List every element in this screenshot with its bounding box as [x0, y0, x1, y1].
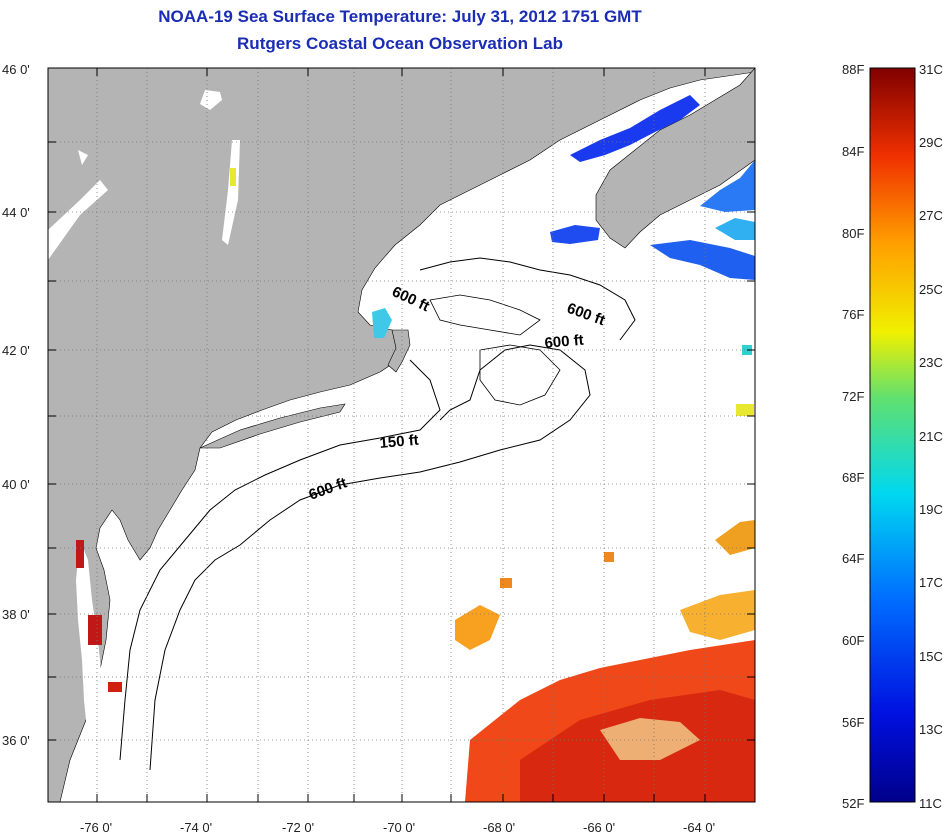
sst-cold-patch	[650, 240, 755, 280]
sst-orange-patch	[715, 520, 755, 555]
axis-ticks	[48, 68, 755, 802]
contour-600ft-georges	[479, 344, 561, 406]
lon-label: -68 0'	[483, 820, 516, 835]
colorbar-label-f: 84F	[842, 144, 865, 159]
sst-yellow-patch	[736, 404, 754, 416]
contour-label: 600 ft	[544, 332, 585, 352]
colorbar-label-f: 64F	[842, 551, 865, 566]
colorbar	[869, 67, 916, 803]
lon-label: -76 0'	[80, 820, 113, 835]
lon-label: -64 0'	[683, 820, 716, 835]
sst-orange-patch	[500, 578, 512, 588]
lon-label: -66 0'	[583, 820, 616, 835]
colorbar-label-f: 72F	[842, 389, 865, 404]
sst-warm-highlight	[600, 718, 700, 760]
inland-water	[200, 90, 222, 110]
land-nova-scotia	[595, 68, 755, 249]
sst-cold-bay-of-fundy	[570, 95, 700, 162]
colorbar-label-c: 19C	[919, 502, 943, 517]
colorbar-label-f: 56F	[842, 715, 865, 730]
sst-orange-patch	[455, 605, 500, 650]
lake-champlain-warm	[230, 168, 236, 186]
colorbar-label-c: 21C	[919, 429, 943, 444]
sst-orange-patch	[604, 552, 614, 562]
sst-cyan-mass-bay	[372, 308, 392, 338]
colorbar-label-f: 52F	[842, 796, 865, 811]
sst-cold-patch	[715, 218, 755, 240]
colorbar-label-f: 80F	[842, 226, 865, 241]
contour-600ft-gulf-of-maine	[419, 257, 636, 341]
land-us-northeast	[48, 68, 755, 802]
lat-label: 40 0'	[2, 477, 30, 492]
land-cape-cod	[387, 329, 411, 373]
colorbar-label-c: 17C	[919, 575, 943, 590]
map-subtitle: Rutgers Coastal Ocean Observation Lab	[237, 34, 563, 53]
sst-orange-patch	[680, 590, 755, 640]
lat-label: 38 0'	[2, 607, 30, 622]
colorbar-label-c: 25C	[919, 282, 943, 297]
colorbar-label-c: 27C	[919, 208, 943, 223]
contour-150ft	[119, 359, 441, 761]
colorbar-label-c: 11C	[919, 796, 942, 811]
lon-label: -74 0'	[180, 820, 213, 835]
sst-cold-scotian	[700, 160, 755, 212]
lon-label: -70 0'	[383, 820, 416, 835]
colorbar-label-f: 60F	[842, 633, 865, 648]
colorbar-label-f: 76F	[842, 307, 865, 322]
lake-champlain	[222, 140, 240, 245]
inland-water	[48, 180, 108, 260]
colorbar-label-f: 68F	[842, 470, 865, 485]
sst-cold-patch	[550, 225, 600, 244]
colorbar-label-c: 15C	[919, 649, 943, 664]
lat-label: 36 0'	[2, 733, 30, 748]
sst-red-patch	[108, 682, 122, 692]
colorbar-label-c: 29C	[919, 135, 943, 150]
colorbar-label-f: 88F	[842, 62, 865, 77]
map-title: NOAA-19 Sea Surface Temperature: July 31…	[158, 7, 642, 26]
contour-label: 150 ft	[379, 432, 420, 452]
bay-warm-patch	[88, 615, 102, 645]
lat-label: 46 0'	[2, 62, 30, 77]
bay-warm-patch	[76, 540, 84, 568]
contour-600ft-gulf-of-maine	[429, 294, 541, 336]
lat-label: 44 0'	[2, 205, 30, 220]
land-long-island	[199, 403, 346, 449]
colorbar-label-c: 13C	[919, 722, 943, 737]
lat-label: 42 0'	[2, 343, 30, 358]
colorbar-label-c: 23C	[919, 355, 943, 370]
lon-label: -72 0'	[282, 820, 315, 835]
inland-water	[78, 150, 88, 165]
colorbar-label-c: 31C	[919, 62, 943, 77]
